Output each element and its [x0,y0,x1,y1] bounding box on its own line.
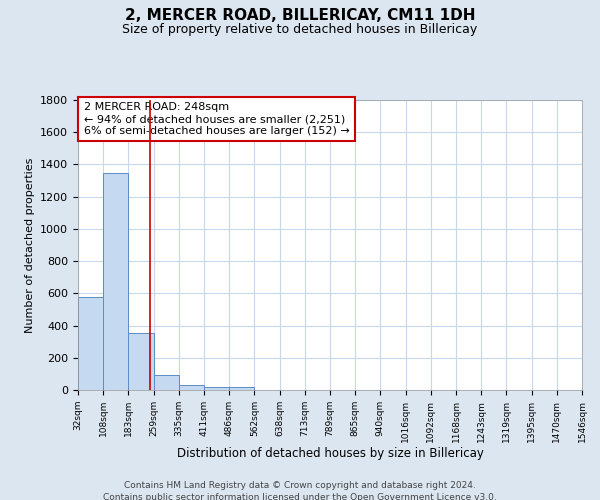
Text: Contains HM Land Registry data © Crown copyright and database right 2024.: Contains HM Land Registry data © Crown c… [124,481,476,490]
Text: 2, MERCER ROAD, BILLERICAY, CM11 1DH: 2, MERCER ROAD, BILLERICAY, CM11 1DH [125,8,475,22]
Bar [78,296,103,390]
Bar [103,172,128,390]
Y-axis label: Number of detached properties: Number of detached properties [25,158,35,332]
Bar [179,385,204,390]
Text: Contains public sector information licensed under the Open Government Licence v3: Contains public sector information licen… [103,492,497,500]
Bar [204,387,229,390]
Bar [229,387,254,390]
Bar [154,374,179,390]
Text: Distribution of detached houses by size in Billericay: Distribution of detached houses by size … [176,448,484,460]
Text: Size of property relative to detached houses in Billericay: Size of property relative to detached ho… [122,22,478,36]
Text: 2 MERCER ROAD: 248sqm
← 94% of detached houses are smaller (2,251)
6% of semi-de: 2 MERCER ROAD: 248sqm ← 94% of detached … [84,102,350,136]
Bar [128,333,154,390]
